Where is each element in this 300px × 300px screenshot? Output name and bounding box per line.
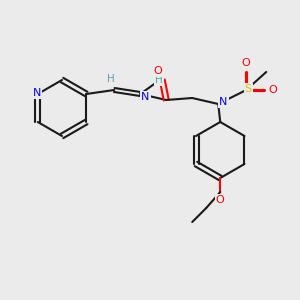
Text: O: O (269, 85, 278, 95)
Text: H: H (155, 75, 163, 85)
Text: N: N (219, 97, 227, 107)
Text: O: O (154, 66, 163, 76)
Text: O: O (242, 58, 250, 68)
Text: S: S (245, 84, 252, 94)
Text: N: N (141, 92, 149, 102)
Text: O: O (216, 195, 225, 205)
Text: H: H (107, 74, 115, 84)
Text: N: N (33, 88, 41, 98)
